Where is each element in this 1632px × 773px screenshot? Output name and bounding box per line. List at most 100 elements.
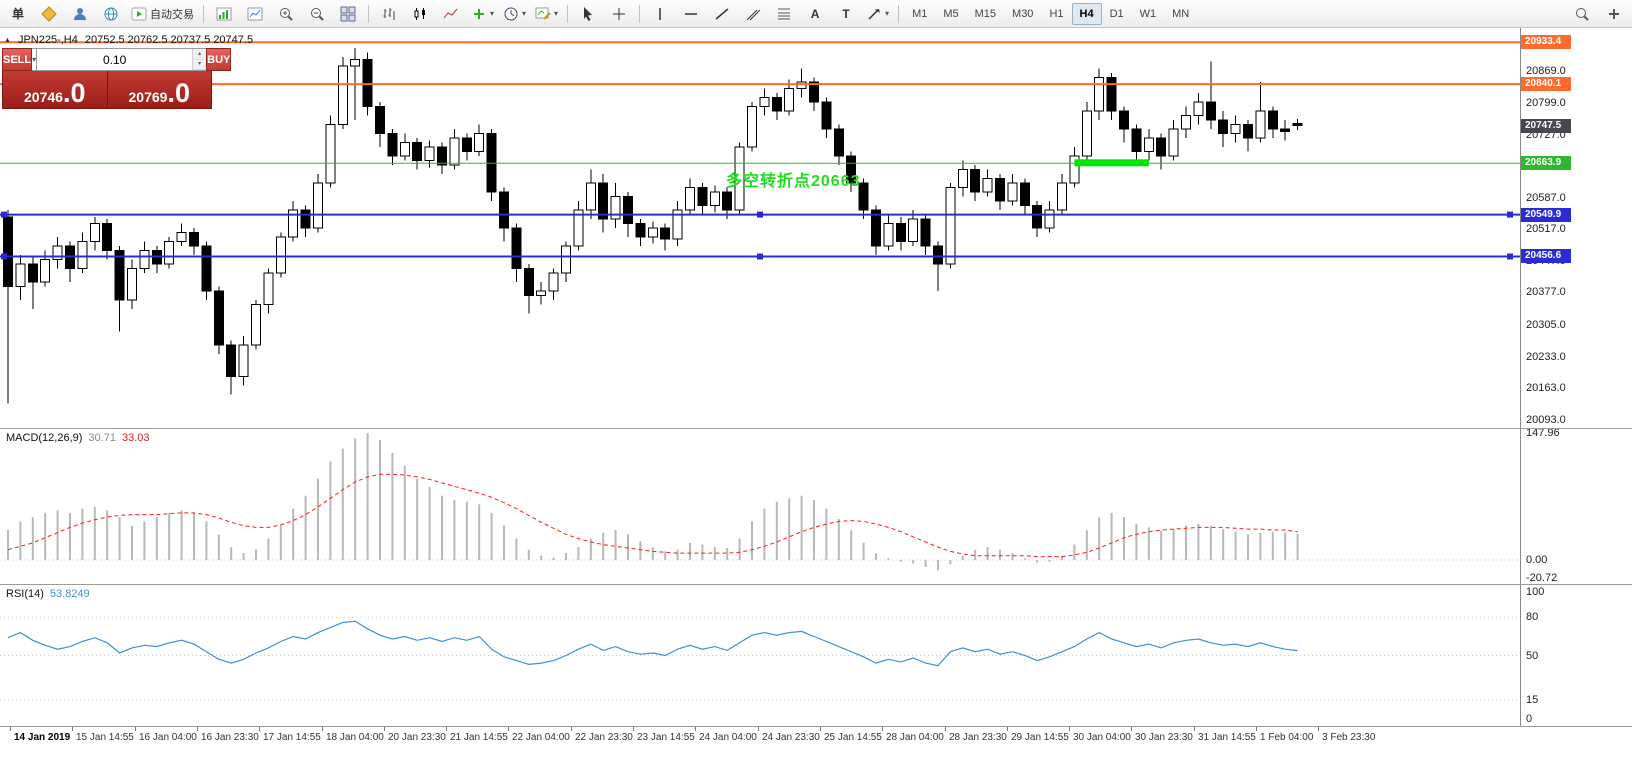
chart-annotation: 多空转折点20663 <box>726 173 861 190</box>
timeframe-d1-button[interactable]: D1 <box>1109 7 1124 20</box>
rsi-axis-label: 15 <box>1526 694 1539 706</box>
timeframe-mn-button[interactable]: MN <box>1172 7 1190 20</box>
candlestick-chart-button[interactable] <box>405 2 435 26</box>
text-tool-label: A <box>810 6 820 21</box>
chart-window-button[interactable] <box>240 2 270 26</box>
line-handle[interactable] <box>1507 211 1513 218</box>
trade-prices-row: 20746.0 20769.0 <box>2 71 212 109</box>
time-tick <box>135 727 136 731</box>
candle-body <box>189 232 199 247</box>
main-chart-canvas[interactable] <box>0 28 1520 428</box>
main-chart-panel[interactable]: ▲ JPN225-,H4 20752.5 20762.5 20737.5 207… <box>0 28 1520 428</box>
candle-body <box>1044 209 1055 229</box>
gold-diamond-icon[interactable] <box>34 2 64 26</box>
rsi-panel[interactable]: RSI(14) 53.8249 <box>0 584 1520 726</box>
buy-button[interactable]: BUY <box>206 48 232 71</box>
line-handle[interactable] <box>1507 253 1513 260</box>
periods-button[interactable]: ▾ <box>499 2 530 26</box>
symbol-marker-icon: ▲ <box>4 36 11 44</box>
indicators-window-button[interactable] <box>209 2 239 26</box>
order-type-dropdown[interactable]: ▾ <box>32 48 38 71</box>
candle-body <box>536 290 547 296</box>
channel-tool[interactable] <box>738 2 768 26</box>
candle-body <box>1255 110 1266 139</box>
timeframe-h4-button[interactable]: H4 <box>1071 2 1102 25</box>
candle-body <box>461 137 472 153</box>
timeframe-m15-button[interactable]: M15 <box>974 7 997 20</box>
autotrading-play-icon <box>131 7 147 20</box>
tile-windows-icon <box>340 6 356 21</box>
timeframe-m5-button[interactable]: M5 <box>943 7 959 20</box>
candle-body <box>27 263 38 283</box>
clock-icon <box>504 7 518 20</box>
community-button[interactable] <box>96 2 126 26</box>
templates-button[interactable]: ▾ <box>531 2 562 26</box>
macd-canvas[interactable] <box>0 428 1520 584</box>
arrows-tool[interactable]: ▾ <box>862 2 893 26</box>
time-axis-label: 22 Jan 04:00 <box>512 732 570 743</box>
candle-body <box>387 133 398 157</box>
zoom-out-button[interactable] <box>302 2 332 26</box>
volume-decrease-button[interactable]: ▾ <box>193 59 207 70</box>
timeframe-m1-button[interactable]: M1 <box>912 7 928 20</box>
time-axis[interactable]: 14 Jan 2019 15 Jan 14:55 16 Jan 04:00 16 Ja… <box>0 726 1632 773</box>
indicators-button[interactable]: ▾ <box>467 2 498 26</box>
time-axis-label: 31 Jan 14:55 <box>1198 732 1256 743</box>
add-button[interactable] <box>1599 2 1629 26</box>
toolbar-separator <box>567 4 569 23</box>
plus-icon <box>1609 8 1619 19</box>
search-button[interactable] <box>1567 2 1597 26</box>
candle-body <box>1243 124 1253 139</box>
volume-increase-button[interactable]: ▴ <box>193 49 207 60</box>
candle-body <box>1106 76 1117 112</box>
tile-windows-button[interactable] <box>333 2 363 26</box>
line-handle[interactable] <box>1 253 7 260</box>
candle-body <box>722 191 733 211</box>
buy-price-display[interactable]: 20769.0 <box>108 71 212 108</box>
candle-body <box>796 81 807 90</box>
fibonacci-tool[interactable] <box>769 2 799 26</box>
rsi-axis-label: 50 <box>1526 650 1539 662</box>
timeframe-w1-button[interactable]: W1 <box>1139 7 1157 20</box>
cursor-button[interactable] <box>573 2 603 26</box>
price-tick-label: 20587.0 <box>1526 192 1566 204</box>
rsi-label: RSI(14) 53.8249 <box>6 588 90 600</box>
candle-body <box>1205 101 1216 121</box>
panel-separator[interactable] <box>0 428 1632 429</box>
crosshair-button[interactable] <box>604 2 634 26</box>
autotrading-button[interactable]: 自动交易 <box>127 2 198 26</box>
candle-body <box>325 124 336 184</box>
panel-separator[interactable] <box>0 584 1632 585</box>
trend-segment[interactable] <box>1074 159 1149 167</box>
line-handle[interactable] <box>1 211 7 218</box>
sell-price-display[interactable]: 20746.0 <box>3 71 107 108</box>
candle-body <box>747 106 757 148</box>
caret-down-icon: ▾ <box>490 8 495 18</box>
candle-body <box>114 250 125 301</box>
candle-body <box>251 303 261 346</box>
bars-chart-button[interactable] <box>374 2 404 26</box>
candle-body <box>871 209 881 247</box>
line-chart-button[interactable] <box>436 2 466 26</box>
zoom-in-button[interactable] <box>271 2 301 26</box>
sell-button[interactable]: SELL <box>2 48 33 71</box>
vertical-line-tool[interactable] <box>645 2 675 26</box>
horizontal-line-tool[interactable] <box>676 2 706 26</box>
price-tick-label: 20869.0 <box>1526 65 1566 77</box>
timeframe-m30-button[interactable]: M30 <box>1012 7 1034 20</box>
new-order-button[interactable]: 单 <box>3 2 33 26</box>
fibonacci-icon <box>778 8 791 19</box>
macd-panel[interactable]: MACD(12,26,9) 30.71 33.03 <box>0 428 1520 584</box>
line-handle[interactable] <box>757 211 763 218</box>
price-axis[interactable]: 20869.020799.020727.020657.020587.020517… <box>1520 28 1632 726</box>
trendline-tool[interactable] <box>707 2 737 26</box>
volume-input[interactable] <box>37 49 193 70</box>
label-tool[interactable]: T <box>831 2 861 26</box>
timeframe-h1-button[interactable]: H1 <box>1049 7 1064 20</box>
line-handle[interactable] <box>757 253 763 260</box>
text-tool[interactable]: A <box>800 2 830 26</box>
price-line-badge: 20549.9 <box>1521 208 1571 222</box>
time-tick <box>758 727 759 731</box>
market-watch-button[interactable] <box>65 2 95 26</box>
rsi-canvas[interactable] <box>0 584 1520 726</box>
